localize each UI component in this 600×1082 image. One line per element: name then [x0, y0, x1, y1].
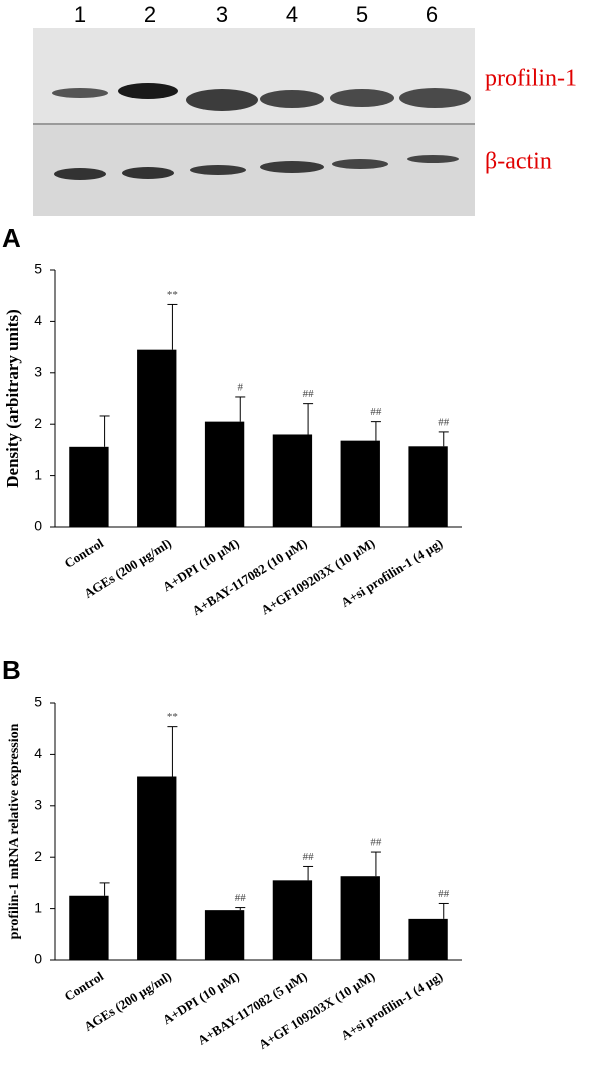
panel-label: B: [2, 655, 21, 685]
x-tick-label: A+GF109203X (10 µM): [258, 535, 377, 617]
lane-label: 2: [144, 2, 156, 27]
y-tick-label: 0: [34, 951, 42, 967]
significance-label: ##: [370, 837, 382, 849]
significance-label: ##: [438, 416, 450, 428]
significance-label: ##: [370, 406, 382, 418]
band: [122, 167, 174, 179]
bar: [340, 876, 380, 960]
band: [407, 155, 459, 163]
x-tick-label: A+GF 109203X (10 µM): [256, 968, 378, 1052]
bar: [408, 446, 448, 527]
y-tick-label: 4: [34, 745, 42, 761]
bar: [69, 446, 109, 527]
bar: [137, 776, 177, 960]
blot-label: profilin-1: [485, 66, 577, 92]
x-tick-label: A+BAY-117082 (5 µM): [195, 968, 310, 1047]
y-axis-title: Density (arbitrary units): [3, 309, 22, 487]
band: [54, 168, 106, 180]
lane-label: 1: [74, 2, 86, 27]
x-tick-label: A+BAY-117082 (10 µM): [189, 535, 309, 618]
band: [260, 90, 324, 108]
band: [399, 88, 471, 108]
significance-label: **: [167, 289, 178, 301]
y-tick-label: 5: [34, 694, 42, 710]
x-tick-label: Control: [62, 968, 107, 1004]
significance-label: **: [167, 711, 178, 723]
bar: [272, 880, 313, 960]
significance-label: ##: [438, 888, 450, 900]
band: [260, 161, 324, 173]
y-tick-label: 3: [34, 364, 42, 380]
y-tick-label: 5: [34, 261, 42, 277]
band: [52, 88, 108, 98]
blot-label: β-actin: [485, 149, 552, 175]
y-tick-label: 2: [34, 415, 42, 431]
y-tick-label: 4: [34, 312, 42, 328]
bar: [204, 421, 245, 527]
bar: [137, 349, 177, 527]
y-tick-label: 0: [34, 518, 42, 534]
band: [190, 165, 246, 175]
bar: [69, 895, 109, 960]
significance-label: ##: [303, 851, 315, 863]
bar: [204, 910, 245, 960]
band: [186, 89, 258, 111]
bar: [408, 918, 448, 960]
lane-label: 6: [426, 2, 438, 27]
x-tick-label: Control: [62, 535, 107, 571]
band: [330, 89, 394, 107]
lane-label: 4: [286, 2, 298, 27]
bar: [340, 440, 380, 527]
significance-label: #: [238, 381, 244, 393]
lane-label: 3: [216, 2, 228, 27]
significance-label: ##: [235, 892, 247, 904]
lane-label: 5: [356, 2, 368, 27]
band: [118, 83, 178, 99]
y-tick-label: 3: [34, 797, 42, 813]
y-tick-label: 2: [34, 848, 42, 864]
y-axis-title: profilin-1 mRNA relative expression: [7, 723, 22, 939]
significance-label: ##: [303, 388, 315, 400]
panel-label: A: [2, 223, 21, 253]
y-tick-label: 1: [34, 899, 42, 915]
blot-upper: [33, 28, 475, 124]
y-tick-label: 1: [34, 466, 42, 482]
blot: profilin-1 β-actin: [33, 28, 577, 216]
band: [332, 159, 388, 169]
bar: [272, 434, 313, 527]
